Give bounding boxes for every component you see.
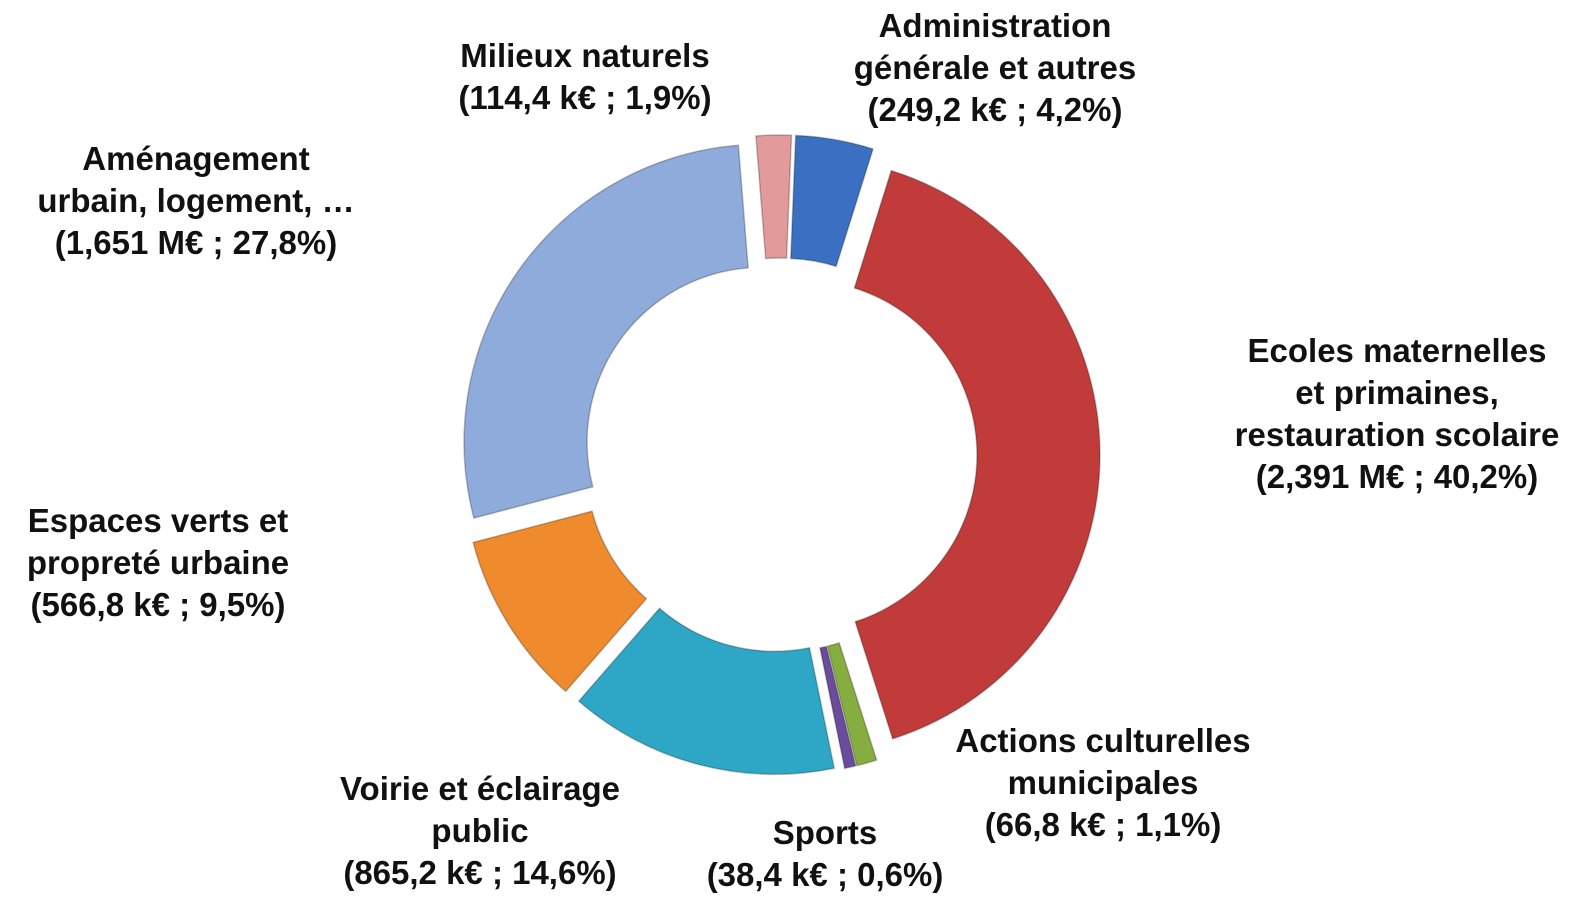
donut-segment — [577, 607, 836, 775]
donut-segment — [472, 510, 648, 693]
donut-segment — [826, 641, 878, 767]
donut-segment — [755, 134, 793, 260]
segment-label: Ecoles maternelles et primaines, restaur… — [1232, 330, 1562, 498]
segment-label: Voirie et éclairage public (865,2 k€ ; 14… — [290, 768, 670, 894]
value-label: (66,8 k€ ; 1,1%) — [984, 806, 1222, 843]
value-label: (865,2 k€ ; 14,6%) — [343, 854, 617, 891]
value-label: (1,651 M€ ; 27,8%) — [54, 224, 338, 261]
category-name: Voirie et éclairage public — [339, 770, 621, 849]
value-label: (38,4 k€ ; 0,6%) — [706, 856, 944, 893]
segment-label: Administration générale et autres (249,2 … — [815, 5, 1175, 131]
value-label: (114,4 k€ ; 1,9%) — [458, 79, 712, 116]
value-label: (566,8 k€ ; 9,5%) — [30, 586, 286, 623]
segment-label: Milieux naturels (114,4 k€ ; 1,9%) — [425, 35, 745, 119]
segment-label: Actions culturelles municipales (66,8 k€ … — [953, 720, 1253, 846]
value-label: (249,2 k€ ; 4,2%) — [867, 91, 1123, 128]
category-name: Milieux naturels — [460, 37, 710, 74]
category-name: Administration générale et autres — [853, 7, 1137, 86]
category-name: Aménagement urbain, logement, … — [37, 140, 355, 219]
segment-label: Espaces verts et propreté urbaine (566,8 … — [0, 500, 323, 626]
segment-label: Aménagement urbain, logement, … (1,651 M€… — [26, 138, 366, 264]
donut-segment — [853, 169, 1101, 740]
donut-segment — [463, 144, 749, 519]
donut-segment — [789, 134, 874, 268]
segment-label: Sports (38,4 k€ ; 0,6%) — [695, 812, 955, 896]
category-name: Espaces verts et propreté urbaine — [26, 502, 290, 581]
category-name: Ecoles maternelles et primaines, restaur… — [1234, 332, 1560, 453]
category-name: Sports — [772, 814, 878, 851]
donut-segment — [819, 645, 857, 770]
category-name: Actions culturelles municipales — [955, 722, 1251, 801]
value-label: (2,391 M€ ; 40,2%) — [1255, 458, 1539, 495]
